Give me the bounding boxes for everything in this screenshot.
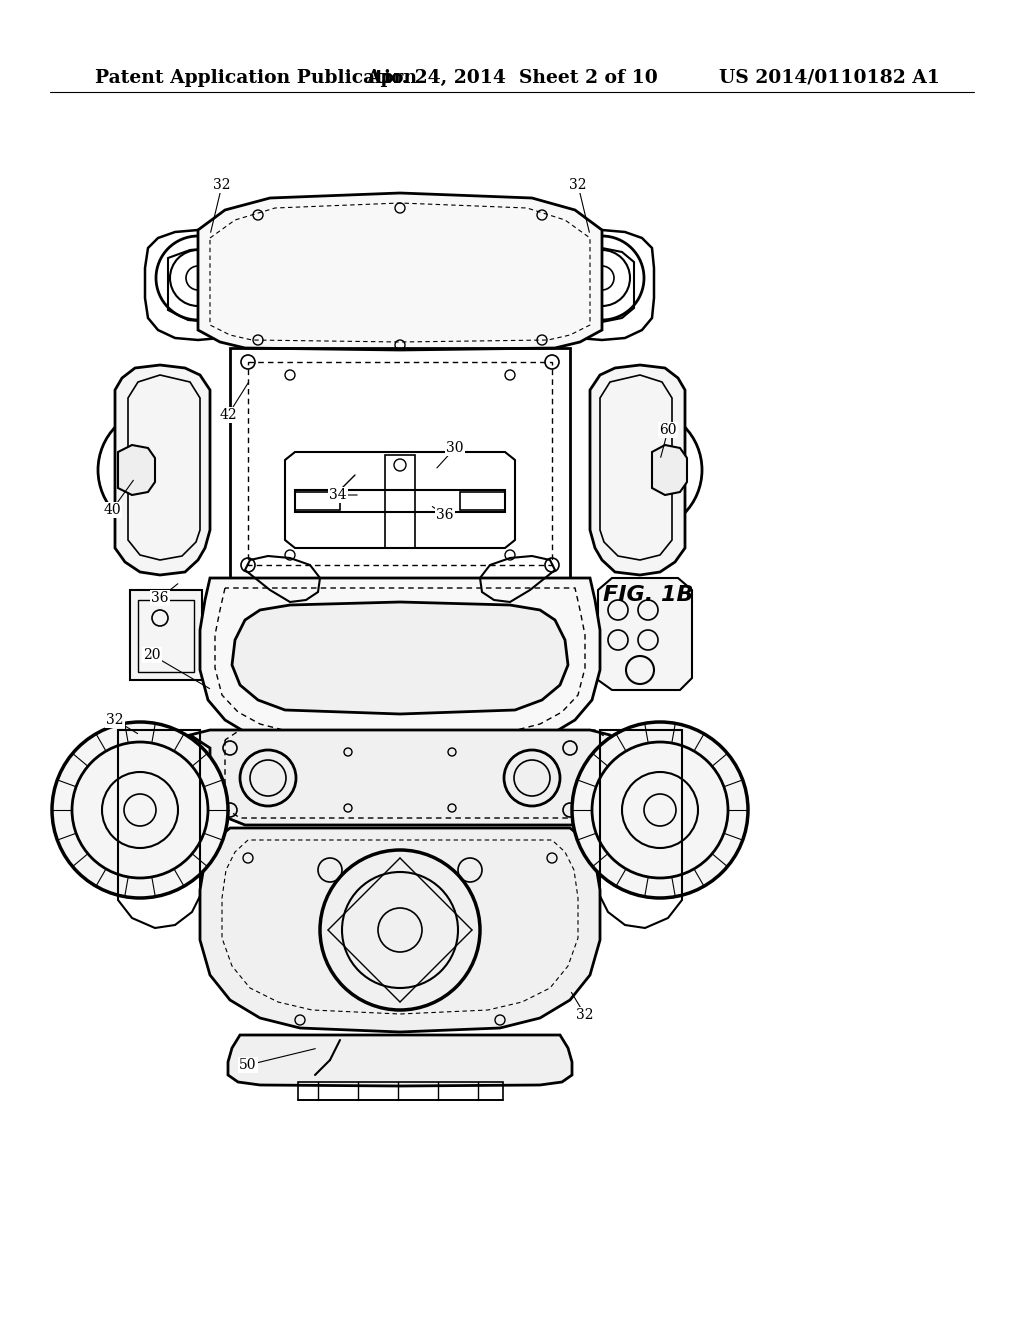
Text: FIG. 1B: FIG. 1B bbox=[603, 585, 693, 605]
Bar bbox=[130, 590, 202, 680]
Polygon shape bbox=[590, 366, 685, 576]
Bar bbox=[138, 601, 194, 672]
Text: 36: 36 bbox=[436, 508, 454, 521]
Polygon shape bbox=[115, 366, 210, 576]
Polygon shape bbox=[228, 1035, 572, 1086]
Text: 34: 34 bbox=[329, 488, 347, 502]
Text: 36: 36 bbox=[152, 591, 169, 605]
Circle shape bbox=[52, 722, 228, 898]
Polygon shape bbox=[200, 828, 600, 1032]
Text: Patent Application Publication: Patent Application Publication bbox=[95, 69, 417, 87]
Polygon shape bbox=[598, 578, 692, 690]
Text: 50: 50 bbox=[240, 1059, 257, 1072]
Polygon shape bbox=[190, 730, 625, 825]
Text: 30: 30 bbox=[446, 441, 464, 455]
Text: 32: 32 bbox=[577, 1008, 594, 1022]
Text: 32: 32 bbox=[569, 178, 587, 191]
Text: 32: 32 bbox=[213, 178, 230, 191]
Polygon shape bbox=[200, 578, 600, 748]
Polygon shape bbox=[198, 193, 602, 350]
Text: 32: 32 bbox=[106, 713, 124, 727]
Polygon shape bbox=[232, 602, 568, 714]
Text: 20: 20 bbox=[143, 648, 161, 663]
Bar bbox=[298, 1082, 503, 1100]
Circle shape bbox=[572, 722, 748, 898]
Text: 42: 42 bbox=[219, 408, 237, 422]
Text: 60: 60 bbox=[659, 422, 677, 437]
Polygon shape bbox=[118, 445, 155, 495]
Text: 40: 40 bbox=[103, 503, 121, 517]
Polygon shape bbox=[652, 445, 687, 495]
Text: US 2014/0110182 A1: US 2014/0110182 A1 bbox=[719, 69, 940, 87]
Text: Apr. 24, 2014  Sheet 2 of 10: Apr. 24, 2014 Sheet 2 of 10 bbox=[367, 69, 657, 87]
